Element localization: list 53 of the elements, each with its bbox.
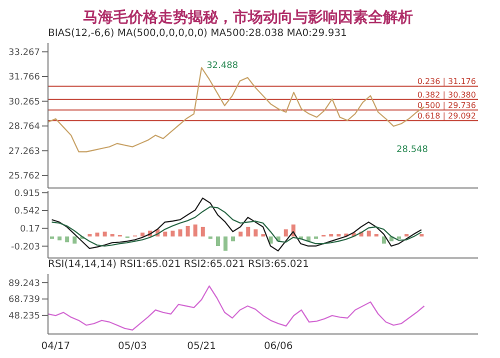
- bar: [58, 236, 62, 240]
- bar: [163, 232, 168, 236]
- x-tick-label: 05/21: [187, 341, 216, 352]
- bar: [397, 236, 402, 239]
- annotation: 28.548: [396, 145, 428, 155]
- bar: [382, 236, 386, 244]
- line-series: [47, 285, 425, 331]
- y-tick-label: 0.542: [14, 206, 40, 217]
- bar: [238, 232, 243, 236]
- line-series: [51, 198, 422, 252]
- bar: [95, 232, 100, 236]
- bar: [140, 232, 145, 236]
- bar: [314, 236, 318, 239]
- x-tick-label: 05/03: [118, 341, 147, 352]
- bar: [284, 229, 288, 236]
- bar: [65, 236, 70, 242]
- line-series: [51, 206, 422, 247]
- bar: [268, 236, 273, 244]
- bar: [72, 236, 77, 244]
- chart-title: 马海毛价格走势揭秘，市场动向与影响因素全解析: [82, 8, 414, 28]
- bar: [224, 236, 228, 251]
- bar: [102, 232, 107, 236]
- bar: [193, 224, 198, 236]
- x-tick-label: 06/06: [264, 341, 293, 352]
- y-tick-label: 68.739: [8, 295, 40, 306]
- bar: [186, 226, 190, 236]
- y-tick-label: 25.762: [8, 172, 40, 182]
- bar: [216, 236, 220, 246]
- y-tick-label: 0.17: [20, 224, 40, 235]
- bar: [246, 226, 250, 236]
- y-tick-label: 28.764: [8, 122, 40, 132]
- bar: [366, 230, 371, 236]
- bar: [231, 236, 236, 242]
- ref-line-label: 0.236 | 31.176: [417, 77, 476, 86]
- ref-line-label: 0.618 | 29.092: [417, 112, 476, 121]
- y-tick-label: 33.267: [8, 48, 40, 58]
- chart-subtitle: BIAS(12,-6,6) MA(500,0,0,0,0,0) MA500:28.038 MA0:29.931: [47, 28, 348, 39]
- y-tick-label: 30.265: [8, 97, 40, 108]
- bar: [178, 229, 182, 236]
- chart-title: RSI(14,14,14) RSI1:65.021 RSI2:65.021 RSI3:65.021: [47, 259, 310, 270]
- y-tick-label: 0.915: [14, 188, 40, 199]
- y-tick-label: 27.263: [8, 146, 40, 157]
- y-tick-label: 48.235: [8, 312, 40, 322]
- bar: [254, 229, 258, 236]
- annotation: 32.488: [206, 60, 238, 71]
- bar: [200, 226, 205, 236]
- bar: [208, 236, 212, 239]
- x-tick-label: 04/17: [41, 341, 70, 352]
- y-tick-label: -0.203: [10, 242, 40, 252]
- y-tick-label: 31.766: [8, 72, 40, 83]
- y-tick-label: 89.243: [8, 278, 40, 289]
- bar: [50, 236, 54, 239]
- bar: [170, 230, 175, 236]
